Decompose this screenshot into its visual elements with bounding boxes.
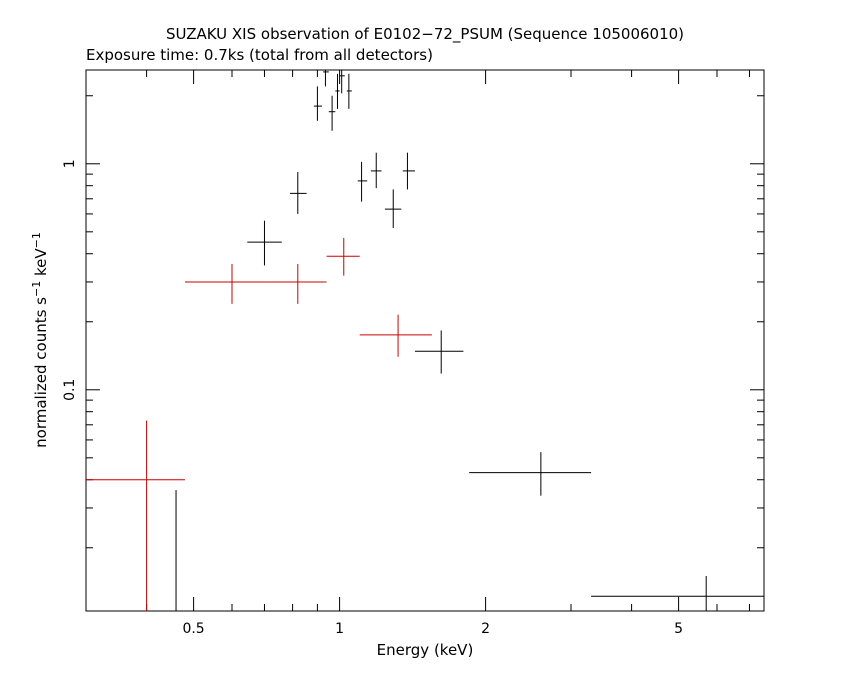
chart-title: SUZAKU XIS observation of E0102−72_PSUM …	[166, 25, 684, 44]
x-tick-label: 5	[674, 621, 683, 637]
chart-subtitle: Exposure time: 0.7ks (total from all det…	[86, 46, 433, 64]
data-point	[370, 152, 382, 189]
plot-frame	[85, 69, 765, 612]
y-axis-label-main: normalized counts s	[32, 297, 50, 448]
data-point	[289, 171, 307, 214]
data-point	[339, 70, 345, 94]
data-point	[357, 161, 368, 202]
y-tick-labels: 0.11	[62, 159, 78, 401]
y-tick-label: 0.1	[62, 379, 78, 401]
y-axis-label-exp2: −1	[30, 232, 43, 248]
x-axis-label: Energy (keV)	[377, 641, 474, 659]
data-point	[184, 264, 265, 304]
data-point	[469, 452, 592, 496]
x-tick-labels: 0.5 1 2 5	[182, 621, 683, 637]
data-point	[384, 189, 402, 228]
data-point	[326, 237, 360, 276]
y-tick-label: 1	[62, 159, 78, 168]
data-point	[328, 95, 336, 131]
x-tick-label: 1	[335, 621, 344, 637]
axis-ticks	[85, 70, 764, 611]
y-axis-label-exp1: −1	[30, 281, 43, 297]
y-axis-label: normalized counts s−1 keV−1	[30, 232, 50, 448]
data-point	[346, 73, 352, 109]
x-tick-label: 2	[481, 621, 490, 637]
data-point	[323, 70, 329, 87]
data-points	[86, 70, 764, 611]
data-point	[414, 330, 464, 374]
data-point	[86, 420, 185, 611]
data-point	[264, 264, 327, 304]
data-point	[247, 220, 282, 266]
y-axis-label-unit: keV	[32, 248, 50, 281]
data-point	[335, 73, 340, 109]
data-point	[359, 314, 432, 357]
data-point	[313, 86, 323, 121]
data-point	[591, 575, 764, 611]
x-tick-label: 0.5	[182, 621, 204, 637]
data-point	[402, 152, 415, 190]
